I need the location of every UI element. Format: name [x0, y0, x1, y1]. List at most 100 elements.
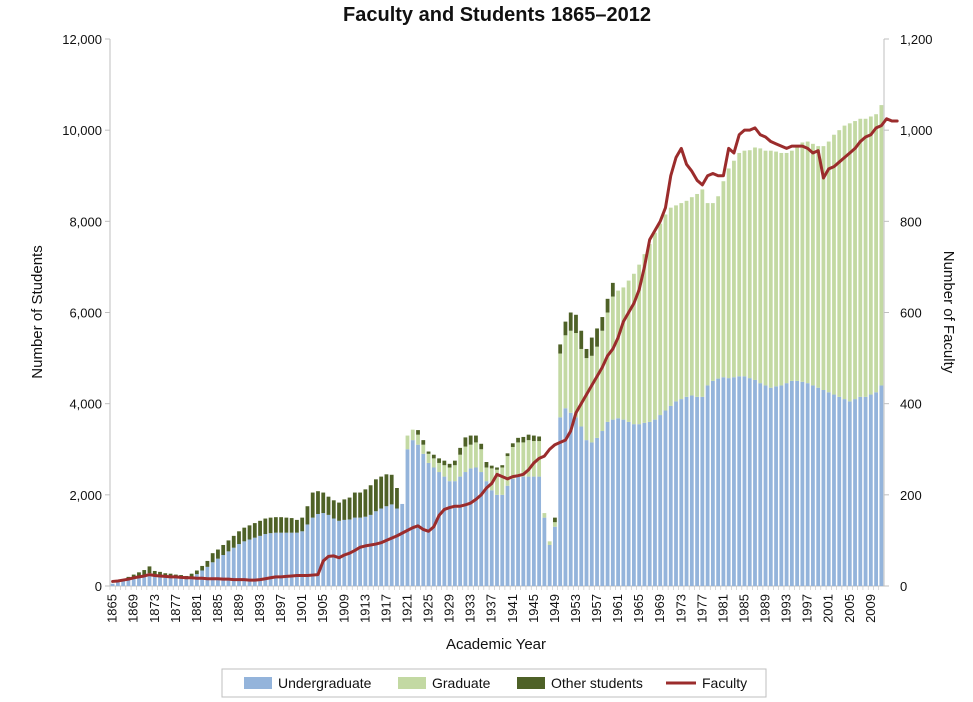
- bar-undergraduate-1949: [553, 526, 557, 586]
- x-tick-label: 1869: [126, 594, 141, 623]
- faculty-line-group: [111, 117, 899, 583]
- bar-undergraduate-1884: [210, 562, 215, 586]
- bar-graduate-1993: [784, 152, 789, 384]
- bar-undergraduate-1992: [779, 385, 784, 586]
- x-axis-title: Academic Year: [446, 636, 546, 653]
- bar-undergraduate-1867: [121, 580, 126, 586]
- bar-graduate-1969: [658, 223, 663, 416]
- bar-undergraduate-1994: [789, 380, 794, 587]
- bar-other-students-1953: [574, 314, 578, 334]
- bar-other-students-1870: [137, 572, 141, 577]
- bar-undergraduate-1985: [742, 376, 747, 586]
- bar-undergraduate-1893: [258, 535, 262, 586]
- x-tick-label: 1897: [273, 594, 288, 623]
- bar-graduate-2000: [821, 146, 826, 390]
- bar-undergraduate-1997: [805, 383, 810, 586]
- bar-other-students-1928: [442, 460, 447, 466]
- bar-undergraduate-1890: [242, 541, 247, 586]
- bar-graduate-1986: [747, 150, 752, 379]
- bar-undergraduate-1961: [616, 418, 620, 586]
- bar-undergraduate-1913: [363, 516, 368, 586]
- x-tick-label: 1925: [421, 594, 436, 623]
- y-tick-label: 4,000: [69, 397, 102, 412]
- bar-undergraduate-1953: [574, 417, 578, 586]
- bar-graduate-1973: [679, 203, 684, 400]
- bar-undergraduate-1972: [674, 401, 678, 586]
- bar-other-students-1960: [610, 282, 615, 297]
- bar-graduate-2009: [868, 116, 873, 395]
- bar-graduate-1943: [521, 442, 526, 477]
- bar-undergraduate-1935: [479, 472, 484, 586]
- bar-undergraduate-1918: [389, 504, 394, 586]
- x-tick-label: 1993: [779, 594, 794, 623]
- bar-other-students-1918: [389, 474, 394, 505]
- bar-graduate-1982: [726, 168, 731, 379]
- bar-graduate-1922: [410, 429, 415, 441]
- bar-undergraduate-1929: [447, 481, 452, 586]
- bar-graduate-1999: [816, 146, 821, 388]
- bar-undergraduate-1986: [747, 378, 752, 586]
- bar-graduate-1947: [542, 513, 547, 518]
- bar-other-students-1885: [216, 549, 220, 559]
- bar-undergraduate-1925: [426, 462, 431, 586]
- bar-other-students-1903: [310, 492, 315, 518]
- bar-graduate-1964: [632, 273, 636, 425]
- bar-undergraduate-1941: [510, 478, 515, 586]
- bar-undergraduate-1991: [774, 386, 778, 586]
- left-axis-title: Number of Students: [29, 245, 46, 378]
- bar-undergraduate-1989: [763, 385, 768, 586]
- bar-graduate-2010: [874, 114, 878, 393]
- bar-undergraduate-1920: [400, 503, 405, 586]
- bar-undergraduate-1932: [463, 472, 468, 586]
- x-tick-label: 1885: [210, 594, 225, 623]
- bar-graduate-2004: [842, 125, 847, 400]
- bar-graduate-1924: [421, 444, 426, 454]
- bar-other-students-1875: [163, 573, 168, 577]
- bar-undergraduate-1883: [205, 566, 210, 586]
- bar-other-students-1944: [526, 434, 531, 441]
- legend-label-graduate: Graduate: [432, 675, 491, 691]
- bar-undergraduate-1955: [584, 440, 589, 586]
- bar-undergraduate-1896: [273, 532, 278, 586]
- bar-other-students-1943: [521, 436, 526, 443]
- bar-undergraduate-1872: [147, 573, 152, 586]
- bar-other-students-1896: [273, 517, 278, 533]
- bar-other-students-1904: [316, 491, 320, 514]
- bar-graduate-2006: [853, 121, 857, 400]
- bar-graduate-1996: [800, 142, 805, 382]
- bar-undergraduate-1945: [531, 476, 536, 586]
- bar-undergraduate-2007: [858, 396, 863, 586]
- bar-undergraduate-1895: [268, 533, 273, 586]
- x-tick-label: 1921: [399, 594, 414, 623]
- bar-undergraduate-1983: [732, 377, 736, 586]
- bar-other-students-1888: [231, 535, 236, 548]
- bar-undergraduate-1930: [452, 481, 457, 586]
- bar-graduate-1940: [505, 456, 510, 486]
- bar-graduate-1970: [663, 214, 668, 411]
- bar-graduate-1984: [737, 152, 742, 377]
- chart-title: Faculty and Students 1865–2012: [343, 4, 651, 26]
- bar-graduate-1988: [758, 148, 763, 384]
- bar-other-students-1914: [368, 485, 373, 515]
- bar-other-students-1954: [579, 330, 584, 349]
- bar-undergraduate-1987: [753, 379, 757, 586]
- bar-undergraduate-2002: [832, 394, 836, 586]
- bar-undergraduate-1967: [647, 421, 652, 586]
- bar-undergraduate-1923: [416, 444, 420, 586]
- bar-undergraduate-1938: [495, 494, 499, 586]
- bar-undergraduate-1999: [816, 387, 821, 586]
- bar-undergraduate-1964: [632, 424, 636, 586]
- bar-other-students-1882: [200, 565, 205, 571]
- bar-undergraduate-1978: [705, 385, 710, 586]
- bar-other-students-1913: [363, 489, 368, 517]
- x-tick-label: 1957: [589, 594, 604, 623]
- bar-undergraduate-1921: [405, 449, 410, 586]
- bar-undergraduate-1876: [168, 576, 173, 586]
- bar-graduate-1942: [516, 442, 520, 477]
- x-tick-label: 1901: [294, 594, 309, 623]
- bar-undergraduate-2003: [837, 396, 842, 586]
- x-tick-label: 2001: [821, 594, 836, 623]
- legend-item-faculty: Faculty: [666, 675, 747, 691]
- bar-graduate-1944: [526, 440, 531, 477]
- x-tick-label: 1965: [631, 594, 646, 623]
